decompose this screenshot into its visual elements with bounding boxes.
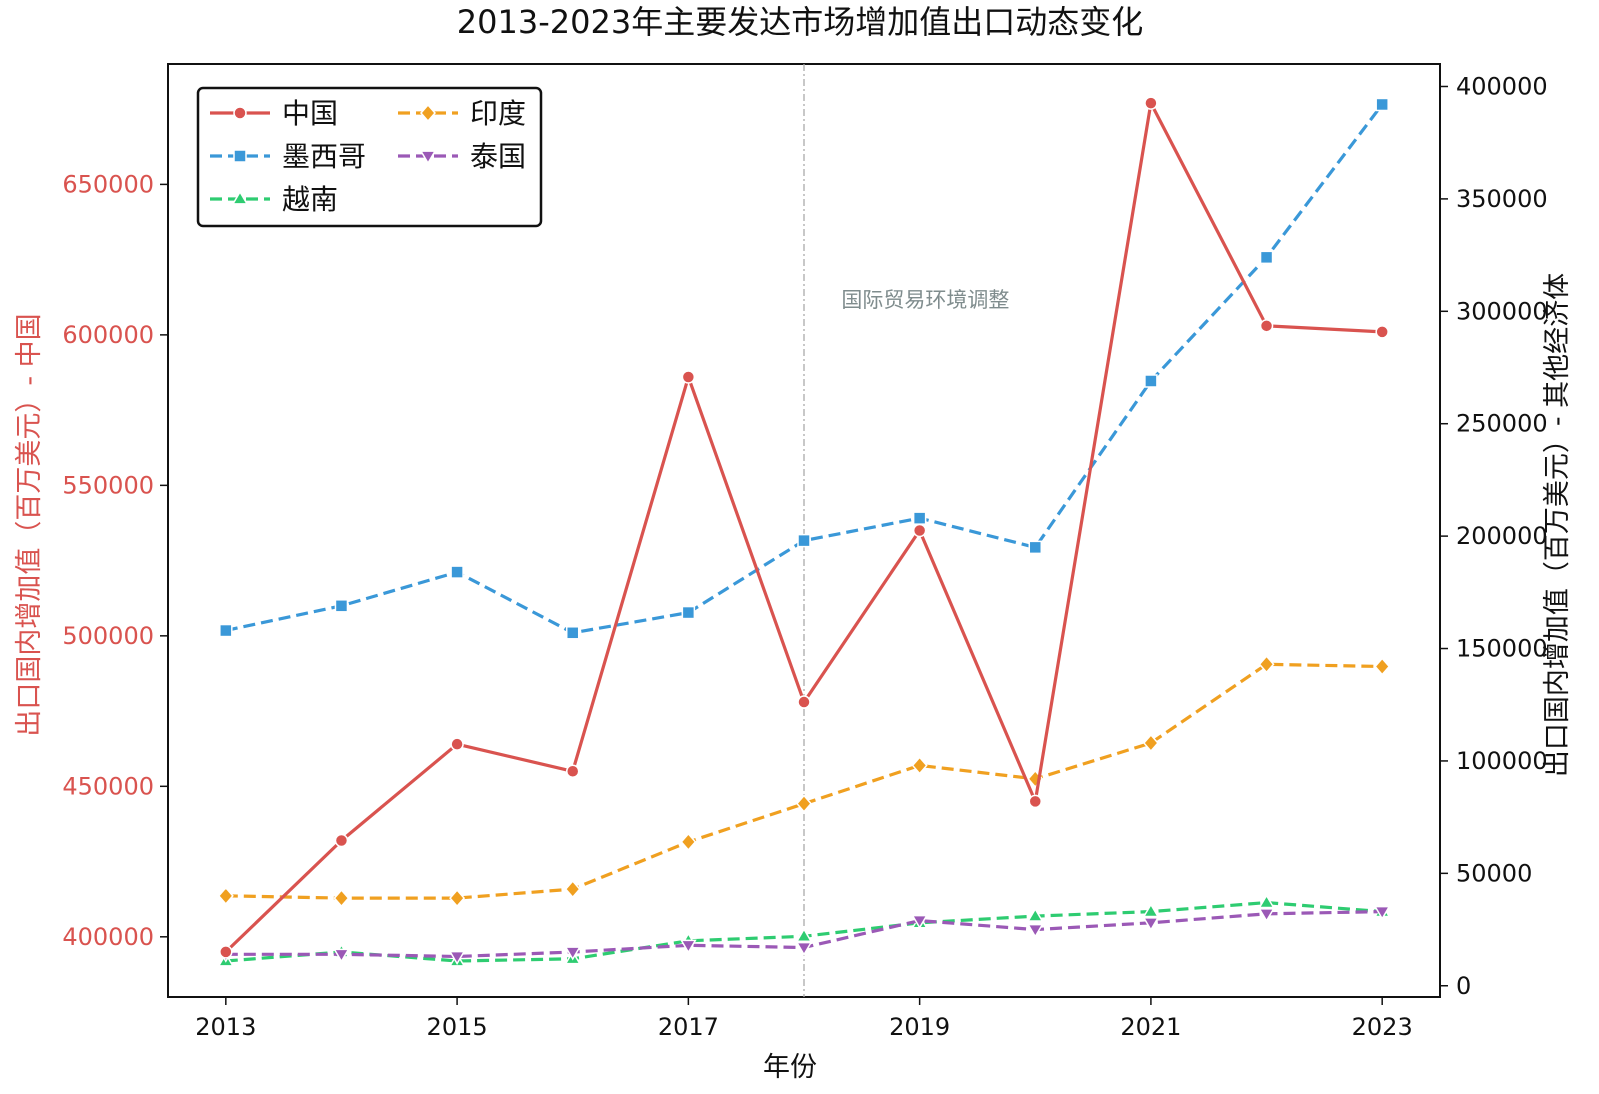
legend-swatch-marker — [420, 103, 436, 123]
data-point — [1374, 657, 1391, 676]
data-point — [1375, 97, 1389, 112]
data-point — [564, 946, 582, 961]
data-point — [1142, 917, 1160, 932]
data-point — [565, 626, 580, 640]
data-point — [1028, 540, 1043, 555]
x-tick-label: 2013 — [195, 1013, 256, 1041]
series-印度 — [217, 655, 1391, 908]
legend-swatch-marker — [231, 190, 249, 205]
data-point — [1258, 655, 1275, 674]
x-tick-label: 2017 — [658, 1013, 719, 1041]
data-point — [1028, 794, 1043, 809]
data-point — [1142, 903, 1160, 918]
annotation-text: 国际贸易环境调整 — [841, 288, 1009, 312]
data-point — [1259, 319, 1274, 333]
data-point — [911, 756, 928, 775]
legend-item-印度: 印度 — [398, 97, 526, 130]
data-point — [1144, 96, 1158, 110]
data-point — [797, 533, 811, 548]
chart-title: 2013-2023年主要发达市场增加值出口动态变化 — [457, 3, 1143, 41]
legend-item-墨西哥: 墨西哥 — [210, 140, 366, 173]
legend-label: 泰国 — [470, 140, 526, 173]
y-right-tick-label: 400000 — [1456, 72, 1548, 100]
data-point — [450, 565, 464, 579]
data-point — [681, 370, 696, 384]
data-point — [450, 737, 464, 751]
data-point — [911, 914, 928, 930]
x-tick-label: 2021 — [1120, 1013, 1181, 1041]
legend-label: 中国 — [282, 97, 338, 130]
legend-label: 墨西哥 — [282, 140, 366, 173]
data-point — [912, 511, 927, 525]
legend-swatch-marker — [233, 106, 247, 120]
y-right-tick-label: 150000 — [1456, 635, 1548, 663]
data-point — [796, 794, 812, 813]
legend-label: 越南 — [282, 183, 338, 216]
data-point — [334, 833, 349, 848]
legend-item-泰国: 泰国 — [398, 140, 526, 173]
data-point — [334, 599, 349, 613]
y-right-tick-label: 300000 — [1456, 297, 1548, 325]
y-right-tick-label: 100000 — [1456, 747, 1548, 775]
data-point — [1026, 907, 1044, 922]
plot-area: 2013 2015 2017 2019 2021 2023 400000 450000 5000… — [62, 63, 1548, 1041]
y-axis-left-title: 出口国内增加值（百万美元）- 中国 — [14, 313, 45, 736]
legend-swatch-marker — [419, 150, 437, 165]
data-point — [333, 888, 350, 908]
x-tick-label: 2019 — [889, 1013, 950, 1041]
data-point — [795, 941, 813, 957]
series-泰国 — [217, 905, 1391, 966]
legend-label: 印度 — [470, 97, 526, 130]
y-right-tick-label: 200000 — [1456, 522, 1548, 550]
x-tick-label: 2015 — [427, 1013, 488, 1041]
y-axis-right-title: 出口国内增加值（百万美元）- 其他经济体 — [1542, 273, 1573, 777]
series-line — [225, 662, 1383, 900]
data-point — [680, 832, 697, 852]
data-point — [1026, 923, 1044, 939]
data-point — [219, 623, 233, 638]
data-point — [797, 695, 811, 709]
y-left-tick-label: 650000 — [62, 170, 154, 198]
data-point — [1375, 325, 1389, 339]
y-left-tick-label: 600000 — [62, 321, 154, 349]
data-point — [1259, 250, 1274, 265]
y-left-tick-label: 500000 — [62, 622, 154, 650]
data-point — [448, 950, 466, 966]
x-tick-label: 2023 — [1352, 1013, 1413, 1041]
y-left-tick-label: 550000 — [62, 471, 154, 499]
series-中国 — [219, 96, 1389, 959]
data-point — [217, 886, 234, 905]
data-point — [912, 523, 927, 538]
data-point — [681, 605, 696, 620]
data-point — [1142, 733, 1159, 753]
data-point — [795, 927, 813, 942]
y-right-tick-label: 50000 — [1456, 859, 1532, 887]
y-right-tick-label: 250000 — [1456, 410, 1548, 438]
y-left-tick-label: 400000 — [62, 923, 154, 951]
data-point — [1144, 374, 1158, 388]
data-point — [680, 939, 697, 954]
legend-box — [196, 86, 543, 228]
legend-item-中国: 中国 — [210, 97, 338, 130]
data-point — [564, 879, 581, 899]
data-point — [565, 764, 580, 779]
y-right-tick-label: 0 — [1456, 972, 1471, 1000]
series-墨西哥 — [219, 97, 1389, 640]
y-left-tick-label: 450000 — [62, 772, 154, 800]
legend-swatch-marker — [233, 149, 247, 163]
legend-item-越南: 越南 — [210, 183, 338, 216]
y-right-tick-label: 350000 — [1456, 185, 1548, 213]
data-point — [1258, 908, 1275, 923]
data-point — [1373, 905, 1391, 921]
data-point — [333, 948, 350, 963]
data-point — [219, 945, 233, 959]
data-point — [449, 888, 466, 908]
x-axis-title: 年份 — [763, 1052, 817, 1083]
data-point — [1258, 894, 1275, 909]
